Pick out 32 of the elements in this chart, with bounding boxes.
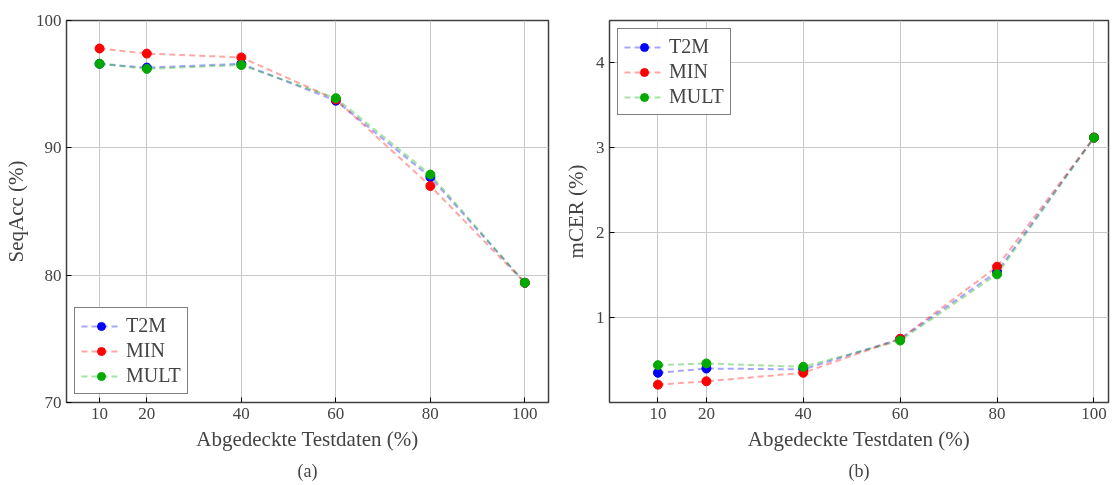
x-tick-label: 60 xyxy=(327,403,345,423)
text: (b) xyxy=(848,460,870,482)
x-tick-label: 80 xyxy=(988,403,1006,423)
x-tick-label: 100 xyxy=(512,403,538,423)
x-tick-label: 100 xyxy=(1081,403,1107,423)
y-axis-title: mCER (%) xyxy=(564,164,588,259)
legend-label: T2M xyxy=(669,35,709,58)
y-axis-title: SeqAcc (%) xyxy=(4,160,28,263)
x-axis-title: Abgedeckte Testdaten (%) xyxy=(196,426,419,451)
y-tick-label: 90 xyxy=(44,138,62,158)
legend-label: T2M xyxy=(126,314,166,337)
x-tick-label: 40 xyxy=(232,403,250,423)
y-tick-label: 3 xyxy=(596,138,605,158)
legend-label: MULT xyxy=(126,364,181,387)
legend-label: MIN xyxy=(669,60,708,83)
x-axis-title: Abgedeckte Testdaten (%) xyxy=(747,426,970,451)
x-tick-label: 60 xyxy=(891,403,909,423)
legend-label: MULT xyxy=(669,85,724,108)
y-tick-label: 70 xyxy=(44,393,62,412)
x-tick-label: 40 xyxy=(794,403,812,423)
x-tick-label: 10 xyxy=(91,403,109,423)
legend-label: MIN xyxy=(126,339,165,362)
y-tick-label: 4 xyxy=(596,53,605,73)
x-tick-label: 10 xyxy=(649,403,667,423)
x-tick-label: 80 xyxy=(421,403,439,423)
y-tick-label: 100 xyxy=(36,11,62,30)
y-tick-label: 2 xyxy=(596,223,605,243)
y-tick-label: 80 xyxy=(44,265,62,285)
x-tick-label: 20 xyxy=(138,403,156,423)
x-tick-label: 20 xyxy=(697,403,715,423)
text: (a) xyxy=(297,460,318,482)
y-tick-label: 1 xyxy=(596,308,605,328)
